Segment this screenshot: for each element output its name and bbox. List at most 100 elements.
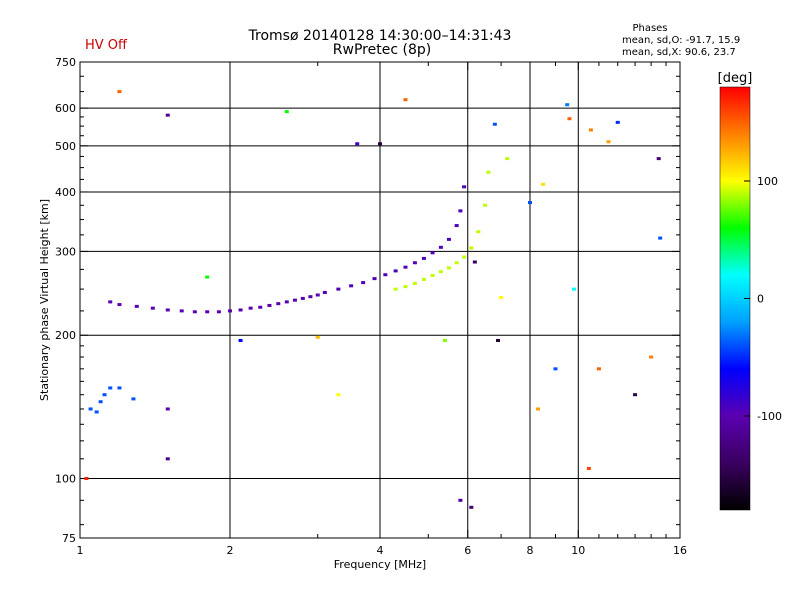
data-point (117, 303, 122, 307)
data-point (606, 140, 611, 144)
x-tick-label: 16 (673, 544, 687, 557)
data-point (567, 117, 572, 121)
data-point (438, 270, 443, 274)
data-point (292, 298, 297, 302)
data-point (535, 407, 540, 411)
data-point (131, 397, 136, 401)
data-point (403, 265, 408, 269)
data-point (446, 266, 451, 270)
chart-subtitle: RwPretec (8p) (333, 42, 431, 58)
data-point (165, 457, 170, 461)
series-group (84, 90, 663, 509)
series-group (393, 170, 491, 291)
x-tick-label: 1 (77, 544, 84, 557)
data-point (438, 245, 443, 249)
data-point (565, 103, 570, 107)
y-tick-label: 600 (55, 102, 76, 115)
data-point (322, 290, 327, 294)
data-point (412, 281, 417, 285)
data-point (476, 230, 481, 234)
colorbar-tick-label: -100 (757, 410, 782, 423)
y-tick-label: 750 (55, 56, 76, 69)
data-point (276, 302, 281, 306)
x-tick-label: 2 (227, 544, 234, 557)
data-point (336, 393, 341, 397)
data-point (117, 90, 122, 94)
y-tick-label: 75 (62, 532, 76, 545)
colorbar-ticks: 100 0 -100 (744, 175, 782, 423)
phases-heading: Phases (632, 23, 667, 34)
x-tick-label: 8 (527, 544, 534, 557)
data-point (469, 505, 474, 509)
data-point (108, 300, 113, 304)
data-point (403, 98, 408, 102)
data-point (308, 295, 313, 299)
data-points (84, 90, 663, 509)
chart-title: Tromsø 20140128 14:30:00–14:31:43 (248, 28, 512, 44)
data-point (267, 303, 272, 307)
data-point (228, 309, 232, 313)
y-axis-label: Stationary phase Virtual Height [km] (38, 199, 51, 401)
data-point (430, 274, 435, 278)
series-group (108, 293, 320, 314)
data-point (430, 251, 435, 255)
data-point (483, 203, 488, 207)
hv-status-label: HV Off (85, 38, 128, 53)
data-point (378, 142, 382, 146)
data-point (403, 285, 408, 289)
data-point (134, 304, 139, 308)
data-point (150, 306, 155, 310)
gridlines (80, 62, 680, 538)
data-point (656, 157, 661, 161)
data-point (205, 275, 210, 279)
colorbar-tick-label: 100 (757, 175, 778, 188)
data-point (472, 260, 477, 264)
data-point (284, 110, 289, 114)
data-point (454, 261, 459, 265)
phases-o-stats: mean, sd,O: -91.7, 15.9 (622, 35, 740, 46)
data-point (495, 338, 500, 342)
data-point (383, 273, 388, 277)
data-point (633, 393, 638, 397)
data-point (361, 281, 366, 285)
axis-ticks: 1 2 4 6 8 10 16 75 100 200 300 400 500 600 750 (55, 56, 687, 557)
data-point (505, 157, 510, 161)
data-point (442, 338, 447, 342)
data-point (486, 170, 491, 174)
y-tick-label: 500 (55, 140, 76, 153)
data-point (528, 201, 532, 205)
data-point (454, 224, 459, 228)
data-point (117, 386, 122, 390)
x-tick-label: 10 (571, 544, 585, 557)
data-point (88, 407, 93, 411)
data-point (336, 287, 341, 291)
data-point (315, 335, 320, 339)
data-point (205, 310, 210, 314)
data-point (615, 120, 620, 124)
data-point (553, 367, 558, 371)
data-point (248, 306, 253, 310)
data-point (165, 407, 170, 411)
data-point (571, 287, 576, 291)
data-point (355, 142, 360, 146)
data-point (499, 296, 504, 300)
data-point (349, 284, 354, 288)
data-point (315, 293, 320, 297)
data-point (458, 209, 463, 213)
data-point (588, 128, 593, 132)
data-point (462, 185, 467, 189)
series-group (322, 185, 467, 294)
data-point (446, 237, 451, 241)
data-point (462, 255, 467, 259)
data-point (238, 338, 243, 342)
data-point (216, 310, 221, 314)
data-point (165, 113, 170, 117)
data-point (596, 367, 601, 371)
colorbar-label: [deg] (718, 71, 753, 86)
data-point (94, 410, 99, 414)
data-point (421, 277, 426, 281)
data-point (649, 355, 654, 359)
colorbar-tick-label: 0 (757, 293, 764, 306)
data-point (284, 300, 289, 304)
